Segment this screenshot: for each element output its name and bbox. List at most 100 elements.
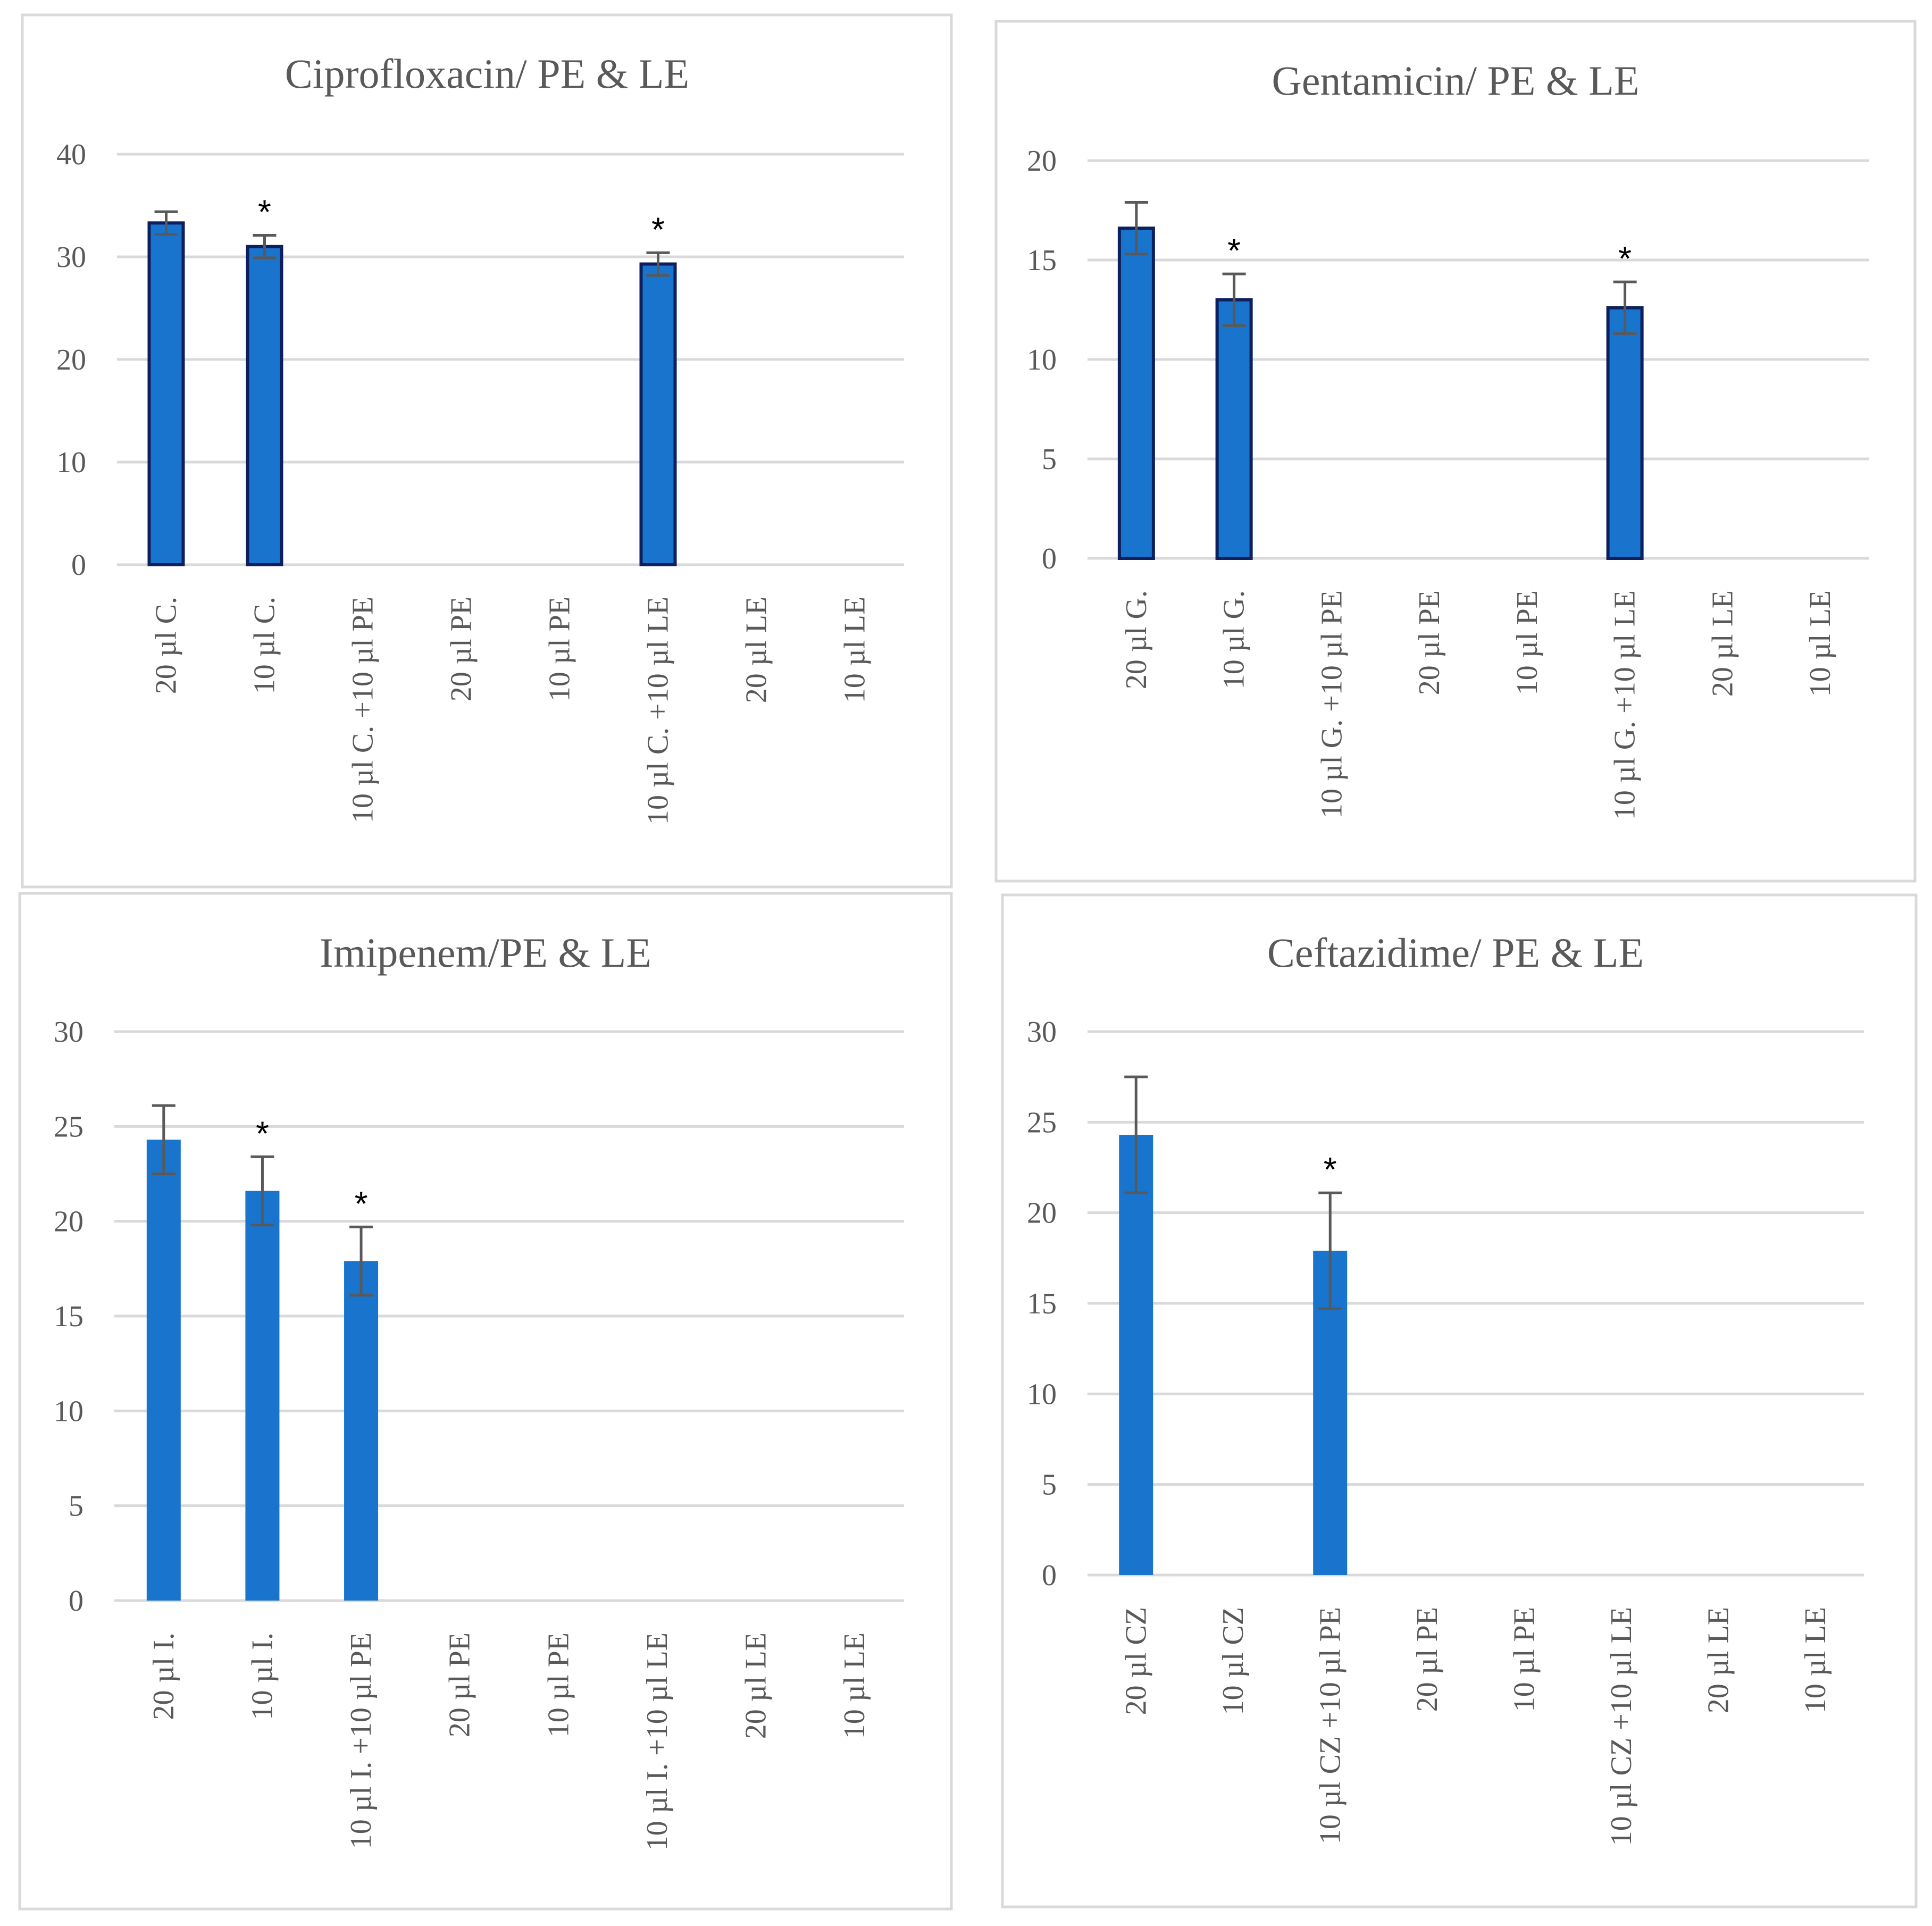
- x-category-label: 10 µl LE: [1804, 590, 1837, 697]
- x-category-label: 20 µl LE: [1706, 590, 1739, 697]
- significance-marker: *: [258, 192, 271, 231]
- x-axis-categories: 20 µl I. 10 µl I. 10 µl I. +10 µl PE 20 µl …: [147, 1632, 871, 1850]
- bar: [1119, 1135, 1153, 1575]
- y-tick-label: 30: [54, 1016, 83, 1049]
- error-bars: [1124, 1075, 1342, 1310]
- x-category-label: 20 µl LE: [1702, 1607, 1735, 1713]
- y-tick-label: 0: [1042, 1559, 1057, 1592]
- y-tick-label: 5: [69, 1490, 83, 1523]
- bar: [146, 1140, 181, 1601]
- error-bar: [250, 1155, 274, 1227]
- x-category-label: 20 µl CZ: [1119, 1607, 1152, 1715]
- bars: [1117, 227, 1644, 560]
- x-category-label: 20 µl I.: [147, 1632, 180, 1720]
- x-category-label: 10 µl PE: [1511, 590, 1544, 695]
- bars: [147, 221, 677, 566]
- error-bar: [1124, 1075, 1148, 1194]
- x-category-label: 10 µl G. +10 µl PE: [1315, 590, 1348, 818]
- y-tick-label: 0: [69, 1585, 83, 1618]
- y-tick-label: 0: [71, 549, 86, 582]
- y-tick-label: 40: [56, 138, 86, 171]
- y-tick-label: 20: [56, 344, 86, 376]
- x-category-label: 10 µl PE: [1508, 1607, 1541, 1712]
- error-bars: [1124, 201, 1637, 335]
- x-category-label: 20 µl LE: [740, 1632, 773, 1739]
- error-bars: [152, 1104, 373, 1297]
- x-category-label: 20 µl PE: [1411, 1607, 1444, 1712]
- x-category-label: 10 µl PE: [542, 1632, 575, 1737]
- x-category-label: 10 µl CZ +10 µl LE: [1605, 1607, 1638, 1846]
- error-bar: [1222, 272, 1246, 327]
- x-category-label: 10 µl C. +10 µl LE: [642, 597, 675, 825]
- x-category-label: 10 µl C. +10 µl PE: [347, 597, 380, 823]
- x-category-label: 10 µl PE: [543, 597, 576, 701]
- y-tick-label: 30: [1027, 1016, 1057, 1049]
- significance-markers: *: [1324, 1150, 1337, 1188]
- error-bar: [1613, 280, 1637, 335]
- y-tick-label: 10: [56, 446, 86, 479]
- y-tick-label: 0: [1042, 542, 1057, 575]
- y-tick-label: 15: [1027, 244, 1057, 277]
- y-axis-ticks: 0 10 20 30 40: [56, 138, 86, 582]
- y-axis-ticks: 0 5 10 15 20: [1027, 145, 1057, 575]
- x-category-label: 10 µl I. +10 µl LE: [641, 1632, 674, 1850]
- x-category-label: 10 µl CZ +10 µl PE: [1314, 1607, 1346, 1844]
- y-tick-label: 10: [54, 1395, 83, 1428]
- significance-marker: *: [355, 1184, 368, 1222]
- error-bar: [349, 1225, 373, 1297]
- gridlines: [1088, 1030, 1864, 1577]
- x-axis-categories: 20 µl G. 10 µl G. 10 µl G. +10 µl PE 20 µl …: [1120, 590, 1837, 820]
- bar: [1215, 298, 1253, 560]
- chart-title: Ciprofloxacin/ PE & LE: [285, 51, 689, 97]
- x-category-label: 10 µl I.: [246, 1632, 279, 1720]
- x-category-label: 10 µl I. +10 µl PE: [345, 1632, 378, 1849]
- significance-marker: *: [256, 1114, 269, 1152]
- error-bar: [154, 210, 178, 236]
- significance-markers: **: [258, 192, 665, 248]
- significance-marker: *: [1227, 231, 1241, 270]
- bar: [245, 1191, 280, 1601]
- y-tick-label: 10: [1027, 1378, 1057, 1411]
- x-category-label: 10 µl C.: [248, 597, 281, 694]
- significance-markers: **: [1227, 231, 1632, 278]
- chart-title: Ceftazidime/ PE & LE: [1267, 929, 1644, 976]
- chart-title: Gentamicin/ PE & LE: [1272, 57, 1639, 104]
- bar: [344, 1261, 379, 1601]
- significance-markers: **: [256, 1114, 368, 1222]
- x-category-label: 20 µl PE: [445, 597, 478, 701]
- x-category-label: 10 µl LE: [838, 1632, 871, 1739]
- y-tick-label: 30: [56, 241, 86, 274]
- x-category-label: 20 µl PE: [444, 1632, 476, 1737]
- bar: [1606, 306, 1644, 560]
- x-category-label: 20 µl LE: [740, 597, 773, 703]
- x-axis-categories: 20 µl C. 10 µl C. 10 µl C. +10 µl PE 20 µl …: [150, 597, 872, 825]
- error-bar: [152, 1104, 175, 1175]
- significance-marker: *: [651, 210, 665, 248]
- y-axis-ticks: 0 5 10 15 20 25 30: [54, 1016, 83, 1618]
- error-bar: [1318, 1191, 1342, 1310]
- significance-marker: *: [1618, 239, 1632, 278]
- x-category-label: 20 µl PE: [1413, 590, 1446, 695]
- y-tick-label: 20: [1027, 145, 1057, 178]
- y-tick-label: 10: [1027, 344, 1057, 376]
- bar: [147, 221, 185, 566]
- x-category-label: 10 µl G.: [1218, 590, 1251, 689]
- y-tick-label: 5: [1042, 443, 1057, 476]
- chart-title: Imipenem/PE & LE: [320, 929, 651, 976]
- bar: [246, 245, 283, 566]
- x-category-label: 20 µl C.: [150, 597, 183, 694]
- y-tick-label: 20: [54, 1205, 83, 1238]
- x-category-label: 10 µl G. +10 µl LE: [1609, 590, 1642, 820]
- y-tick-label: 15: [1027, 1287, 1057, 1320]
- error-bar: [646, 251, 670, 277]
- chart-panel-ceftazidime: Ceftazidime/ PE & LE 0 5 10 15 20 25 30 * 20 µ…: [1001, 893, 1918, 1908]
- y-tick-label: 25: [1027, 1106, 1057, 1139]
- x-category-label: 10 µl CZ: [1217, 1607, 1250, 1715]
- y-axis-ticks: 0 5 10 15 20 25 30: [1027, 1016, 1057, 1592]
- bar: [639, 262, 677, 566]
- x-category-label: 10 µl LE: [1799, 1607, 1832, 1713]
